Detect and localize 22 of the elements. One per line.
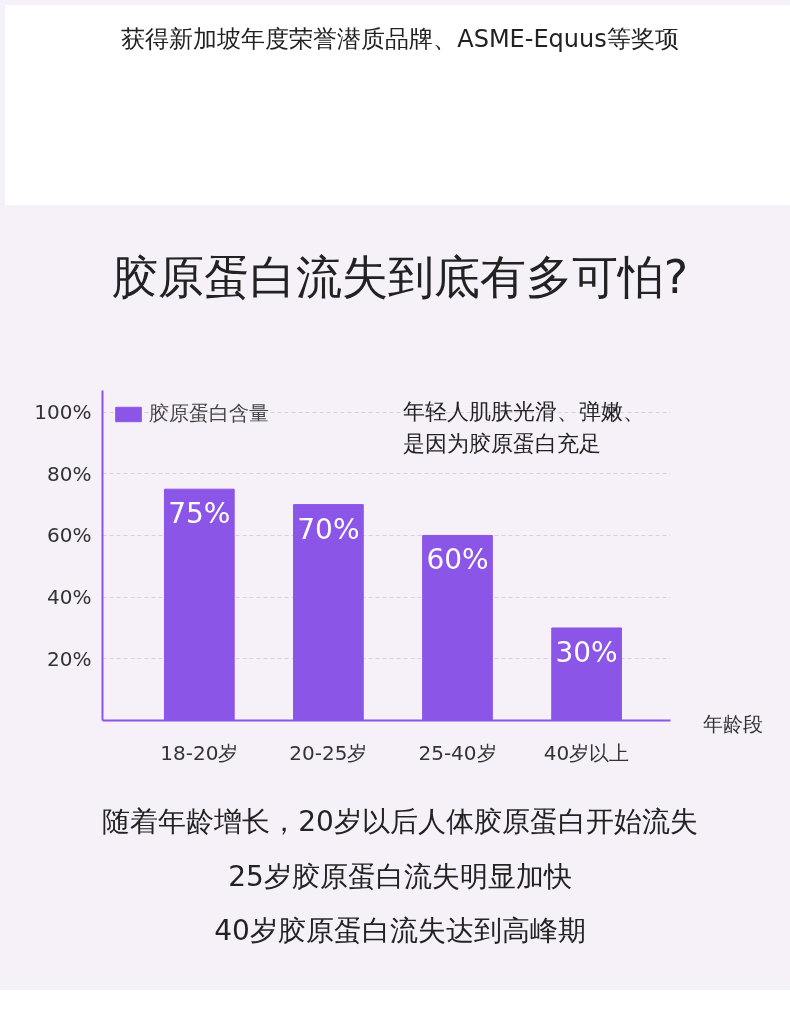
x-tick-label: 18-20岁: [160, 740, 239, 765]
annotation: 是因为胶原蛋白充足: [402, 430, 601, 456]
text: 30%: [555, 635, 618, 669]
text: 获得新加坡年度荣誉潜质品牌、ASME-Equus等奖项: [121, 24, 679, 55]
y-tick-label: 20%: [47, 646, 92, 671]
y-tick-label: 100%: [34, 400, 92, 425]
text: 60%: [426, 543, 489, 577]
x-tick-label: 25-40岁: [418, 740, 497, 765]
text: 70%: [297, 512, 360, 546]
text: 25岁胶原蛋白流失明显加快: [228, 859, 572, 893]
chart-title: 胶原蛋白流失到底有多可怕?: [111, 249, 689, 306]
y-tick-label: 40%: [47, 585, 92, 610]
x-tick-label: 20-25岁: [289, 740, 368, 765]
annotation: 年轻人肌肤光滑、弹嫩、: [402, 398, 645, 424]
text: 75%: [168, 497, 231, 531]
text: 40岁胶原蛋白流失达到高峰期: [214, 914, 586, 948]
y-tick-label: 80%: [47, 461, 92, 486]
x-tick-label: 40岁以上: [543, 740, 630, 765]
text: 随着年龄增长，20岁以后人体胶原蛋白开始流失: [102, 805, 698, 838]
legend-label: 胶原蛋白含量: [149, 400, 269, 427]
y-tick-label: 60%: [47, 523, 92, 548]
x-axis-title: 年龄段: [703, 711, 763, 738]
